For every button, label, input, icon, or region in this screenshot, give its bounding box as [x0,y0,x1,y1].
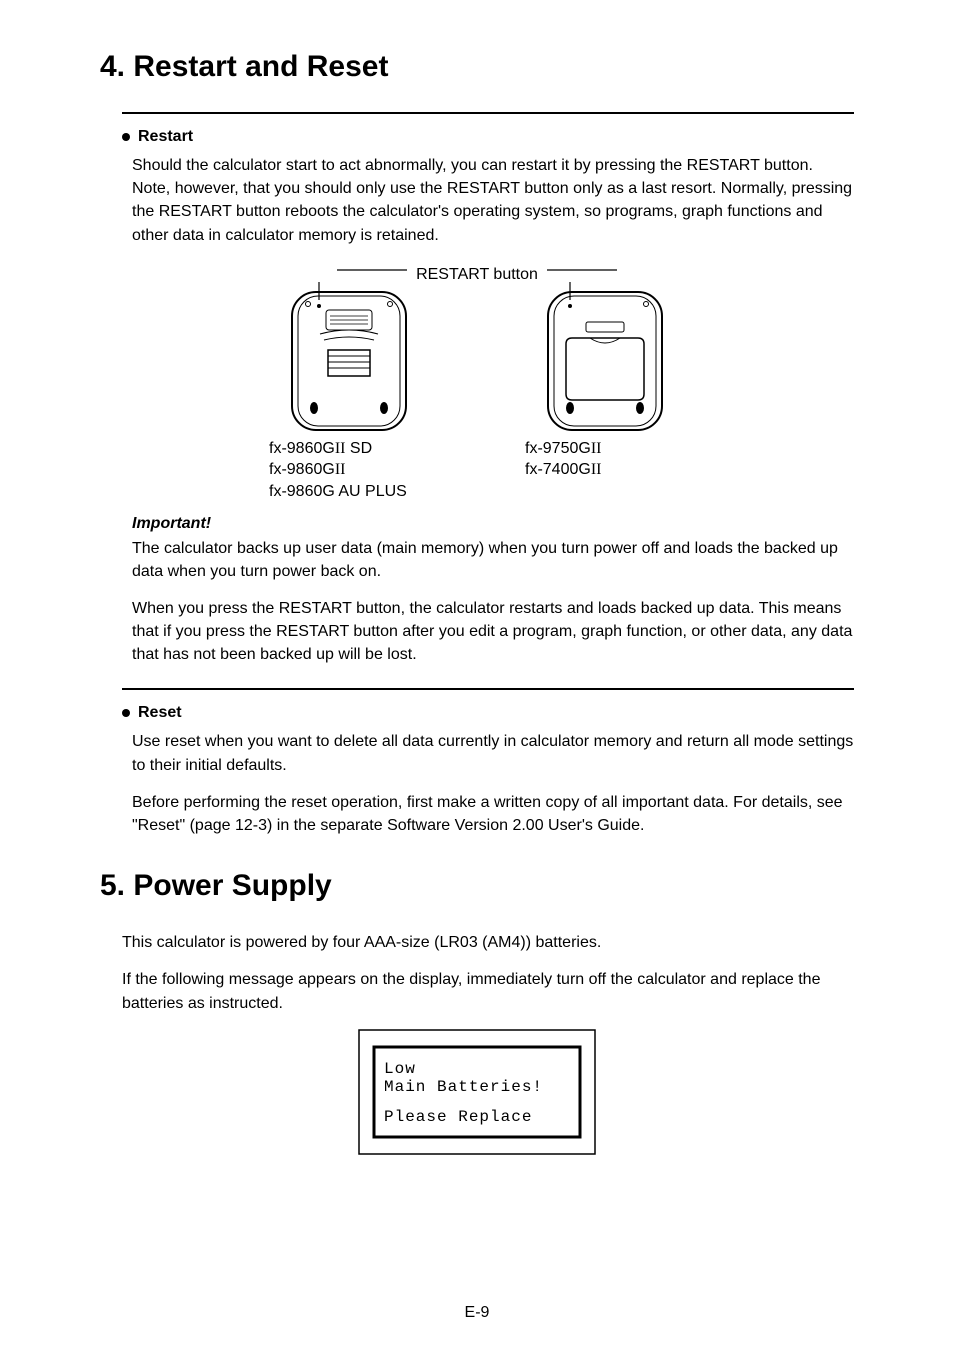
divider [122,688,854,690]
power-p1: This calculator is powered by four AAA-s… [122,931,854,954]
restart-button-label-row: RESTART button [100,261,854,284]
reset-p1: Use reset when you want to delete all da… [132,730,854,776]
calculator-left-svg [284,282,414,432]
section4-title: 4. Restart and Reset [100,50,854,84]
calculator-left-caption: fx-9860GII SD fx-9860GII fx-9860G AU PLU… [269,438,429,503]
lcd-message-svg: Low Main Batteries! Please Replace [358,1029,596,1155]
restart-figure: RESTART button [100,261,854,503]
reset-p2: Before performing the reset operation, f… [132,791,854,837]
reset-heading: Reset [122,704,854,722]
important-p1: The calculator backs up user data (main … [132,537,854,583]
lcd-line1: Low [384,1060,416,1078]
bullet-icon [122,128,138,145]
calculator-right-col: fx-9750GII fx-7400GII [525,282,685,503]
calculator-right-caption: fx-9750GII fx-7400GII [525,438,685,481]
restart-heading: Restart [122,128,854,146]
bullet-icon [122,704,138,721]
section5-title: 5. Power Supply [100,869,854,903]
important-label: Important! [132,515,854,533]
manual-page: 4. Restart and Reset Restart Should the … [0,0,954,1350]
calculator-row: fx-9860GII SD fx-9860GII fx-9860G AU PLU… [100,282,854,503]
page-number: E-9 [0,1304,954,1322]
calculator-right-svg [540,282,670,432]
lcd-line2: Main Batteries! [384,1078,543,1096]
restart-heading-text: Restart [138,128,193,145]
important-p2: When you press the RESTART button, the c… [132,597,854,667]
restart-paragraph: Should the calculator start to act abnor… [132,154,854,247]
power-p2: If the following message appears on the … [122,968,854,1014]
lcd-line3: Please Replace [384,1108,532,1126]
divider [122,112,854,114]
calculator-left-col: fx-9860GII SD fx-9860GII fx-9860G AU PLU… [269,282,429,503]
reset-heading-text: Reset [138,704,182,721]
